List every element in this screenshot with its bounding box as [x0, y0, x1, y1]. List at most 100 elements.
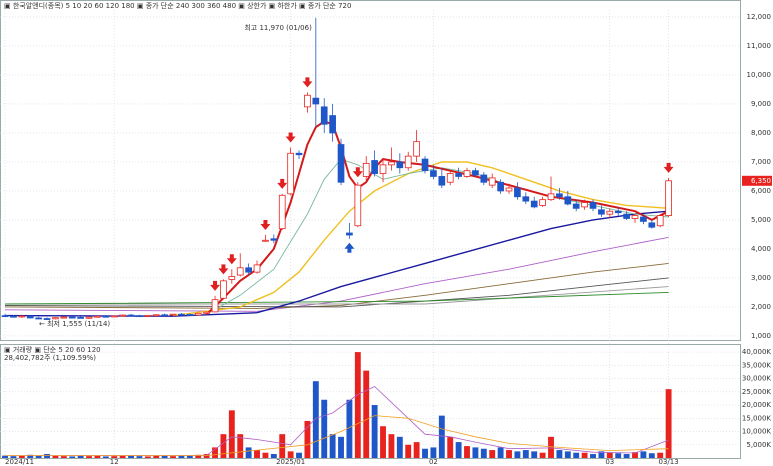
candle-body — [514, 187, 521, 198]
volume-bar — [665, 389, 672, 458]
price-panel — [0, 0, 741, 341]
candle-body — [136, 315, 143, 318]
moving-average — [206, 158, 669, 315]
y-tick-label: 3,000 — [751, 274, 771, 282]
x-tick-label: 02 — [429, 458, 438, 466]
volume-bar — [10, 456, 17, 458]
volume-bar — [52, 455, 59, 458]
volume-bar — [186, 455, 193, 458]
y-tick-label: 9,000 — [751, 100, 771, 108]
volume-bar — [455, 442, 462, 458]
volume-bar — [296, 452, 302, 458]
candle-body — [413, 141, 420, 157]
volume-bar — [447, 436, 454, 458]
candle-body — [488, 177, 496, 186]
candle-body — [472, 170, 479, 176]
candle-body — [556, 193, 563, 198]
volume-bar — [623, 454, 630, 458]
x-tick-label: 2024/11 — [5, 458, 34, 466]
candle-body — [665, 180, 672, 216]
volume-bar — [506, 450, 512, 458]
candle-body — [480, 174, 488, 183]
candle-body — [614, 210, 622, 214]
volume-bar — [548, 436, 554, 458]
candle-body — [52, 317, 59, 320]
volume-bar — [464, 446, 470, 458]
y-tick-label: 5,000K — [746, 441, 771, 449]
volume-bar — [136, 456, 143, 458]
volume-bar — [212, 447, 218, 458]
candle-body — [606, 210, 614, 215]
candle-body — [396, 161, 404, 169]
volume-bar — [321, 399, 328, 458]
volume-bar — [153, 455, 160, 458]
y-tick-label: 25,000K — [742, 388, 771, 396]
volume-bar — [522, 450, 529, 458]
candle-body — [304, 94, 311, 108]
volume-bar — [228, 410, 235, 458]
y-tick-label: 8,000 — [751, 129, 771, 137]
signal-down-arrow — [226, 254, 237, 265]
y-tick-label: 5,000 — [751, 216, 771, 224]
candle-body — [312, 97, 320, 105]
volume-bar — [312, 381, 319, 458]
candle-body — [211, 299, 219, 313]
candle-body — [421, 158, 429, 172]
volume-average — [5, 415, 669, 456]
signal-down-arrow — [218, 264, 229, 275]
volume-bar — [581, 452, 588, 458]
candle-body — [144, 314, 152, 317]
candle-body — [337, 144, 345, 183]
candle-body — [262, 239, 269, 242]
candle-body — [648, 222, 656, 228]
candle-body — [35, 317, 42, 320]
candle-body — [656, 215, 664, 227]
last-price-box — [742, 175, 772, 186]
volume-bar — [287, 451, 294, 458]
candle-body — [110, 315, 118, 318]
candle-body — [278, 194, 286, 230]
candle-body — [220, 280, 227, 299]
moving-average — [5, 286, 669, 305]
moving-average — [4, 262, 669, 309]
volume-bar — [2, 455, 8, 458]
x-tick-label: 12 — [110, 458, 119, 466]
volume-bar — [472, 447, 479, 458]
volume-bar — [77, 455, 84, 458]
candle-body — [102, 315, 110, 318]
candle-body — [236, 267, 244, 276]
candle-body — [379, 164, 387, 174]
y-tick-label: 1,000 — [751, 332, 771, 340]
volume-bar — [329, 434, 336, 458]
signal-down-arrow — [210, 280, 221, 291]
y-tick-label: 20,000K — [742, 401, 771, 409]
volume-bar — [144, 456, 151, 458]
volume-bar — [86, 456, 92, 458]
volume-bar — [44, 454, 50, 458]
candle-body — [589, 202, 597, 209]
candle-body — [270, 238, 278, 241]
high-annotation: 최고 11,970 (01/06) — [244, 23, 312, 32]
candle-body — [497, 181, 504, 192]
volume-bar — [102, 456, 109, 458]
volume-average — [4, 386, 669, 456]
candle-body — [581, 202, 588, 208]
volume-bar — [254, 450, 260, 458]
candle-body — [169, 313, 177, 316]
candle-body — [371, 160, 378, 174]
candle-body — [539, 199, 546, 206]
volume-bar — [94, 455, 101, 458]
candle-body — [598, 209, 605, 215]
y-tick-label: 4,000 — [751, 245, 771, 253]
candle-body — [623, 213, 630, 219]
signal-down-arrow — [277, 178, 288, 189]
volume-bar — [380, 426, 386, 458]
volume-bar — [648, 453, 655, 458]
volume-bar — [514, 451, 521, 458]
candle-body — [18, 315, 26, 318]
candle-body — [362, 163, 370, 177]
y-tick-label: 12,000 — [747, 13, 772, 21]
y-tick-label: 7,000 — [751, 158, 771, 166]
volume-bar — [245, 447, 252, 458]
volume-bar — [161, 455, 168, 458]
